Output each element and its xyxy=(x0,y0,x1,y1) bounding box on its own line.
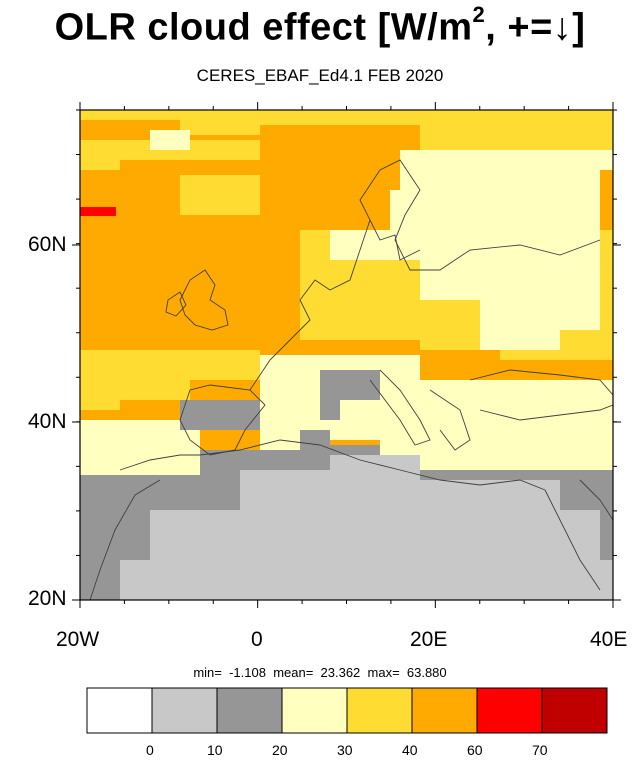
coast-turkey xyxy=(479,404,613,421)
x-tick-label: 20W xyxy=(56,628,100,651)
coast-iberia xyxy=(179,384,266,456)
plot-subtitle: CERES_EBAF_Ed4.1 FEB 2020 xyxy=(196,66,444,85)
coast-africa-north xyxy=(199,439,546,491)
colorbar-label: 40 xyxy=(402,742,418,758)
coast-britain xyxy=(179,269,229,331)
y-tick-label: 40N xyxy=(28,410,67,433)
colorbar-swatch xyxy=(476,687,543,734)
colorbar-swatch xyxy=(281,687,348,734)
colorbar-swatch xyxy=(151,687,218,734)
map-area xyxy=(80,110,613,600)
colorbar-label: 10 xyxy=(207,742,223,758)
colorbar-label: 70 xyxy=(532,742,548,758)
field-lightgrey-sahara xyxy=(120,455,613,600)
coast-italy xyxy=(369,369,431,446)
field-yellow-patch xyxy=(180,175,260,215)
coast-morocco xyxy=(119,454,200,471)
coast-balkans xyxy=(429,389,471,451)
field-darkgrey-alps xyxy=(320,370,380,420)
coast-baltic xyxy=(369,219,421,261)
colorbar-swatch xyxy=(86,687,153,734)
y-tick-label: 60N xyxy=(28,233,67,256)
colorbar-label: 60 xyxy=(467,742,483,758)
field-yellow-north xyxy=(80,110,420,135)
coast-westafrica xyxy=(89,479,161,600)
colorbar-label: 30 xyxy=(337,742,353,758)
field-darkgrey-iberia xyxy=(180,400,260,430)
y-tick-label: 20N xyxy=(28,587,67,610)
x-tick-label: 20E xyxy=(410,628,448,651)
coast-levant xyxy=(579,479,613,521)
x-tick-label: 40E xyxy=(590,628,628,651)
colorbar-label: 0 xyxy=(146,742,154,758)
colorbar xyxy=(86,687,608,734)
coast-redsea-west xyxy=(544,489,601,591)
colorbar-swatch xyxy=(346,687,413,734)
field-yellow-ne xyxy=(420,110,613,160)
field-yellow-iberia-west xyxy=(80,350,260,410)
coast-ireland xyxy=(165,291,187,317)
coast-blacksea-n xyxy=(469,369,613,396)
field-pale-patch xyxy=(150,130,190,150)
colorbar-swatch xyxy=(411,687,478,734)
field-statistics: min= -1.108 mean= 23.362 max= 63.880 xyxy=(193,665,447,680)
field-red-spot xyxy=(80,207,116,216)
colorbar-label: 20 xyxy=(272,742,288,758)
plot-title: OLR cloud effect [W/m2, +=↓] xyxy=(54,2,586,49)
x-tick-label: 0 xyxy=(251,628,263,651)
colorbar-swatch xyxy=(541,687,608,734)
coast-north xyxy=(249,159,601,391)
colorbar-swatch xyxy=(216,687,283,734)
tick-marks xyxy=(72,102,621,608)
field-yellow-north2 xyxy=(80,140,260,170)
coastlines xyxy=(89,159,613,600)
